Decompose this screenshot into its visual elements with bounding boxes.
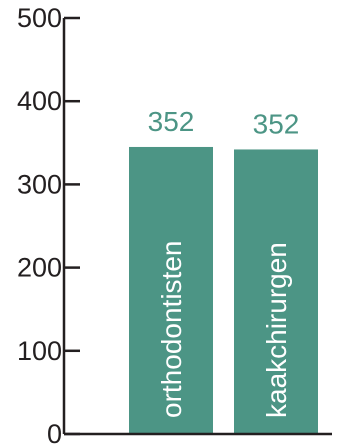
y-tick-label: 400	[17, 86, 62, 116]
y-tick-label: 0	[47, 419, 62, 446]
bar-category-label: orthodontisten	[156, 241, 187, 418]
bars: 352 orthodontisten 352 kaakchirurgen	[129, 106, 318, 434]
bar-category-label: kaakchirurgen	[261, 242, 292, 418]
bar-group: 352 orthodontisten	[129, 106, 213, 434]
bar	[129, 146, 213, 434]
y-tick-label: 500	[17, 3, 62, 33]
y-tick-label: 100	[17, 336, 62, 366]
bar	[234, 149, 318, 434]
y-tick-label: 300	[17, 169, 62, 199]
bar-value-label: 352	[253, 108, 300, 139]
bar-value-label: 352	[148, 106, 195, 137]
bar-group: 352 kaakchirurgen	[234, 108, 318, 434]
y-tick-label: 200	[17, 253, 62, 283]
y-axis: 0 100 200 300 400 500	[17, 3, 80, 446]
